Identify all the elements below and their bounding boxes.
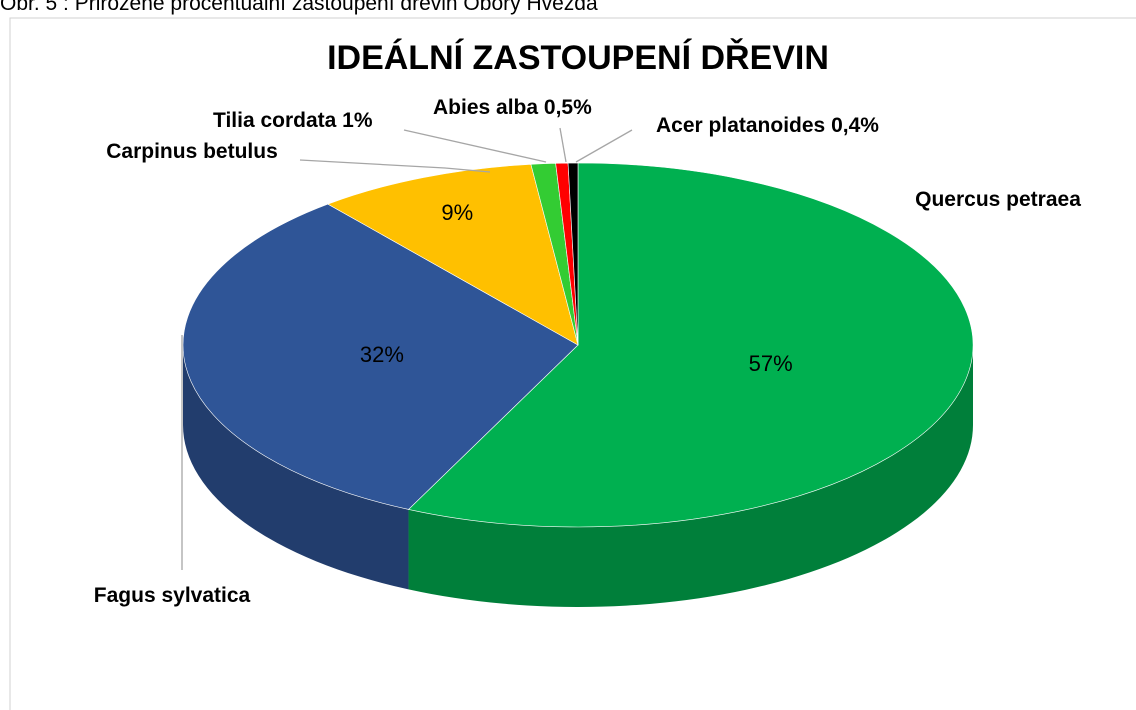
pie-slice	[182, 203, 579, 510]
category-name: Fagus sylvatica	[94, 584, 251, 607]
leader-line	[559, 127, 567, 163]
leader-line	[299, 159, 491, 173]
category-name: Carpinus betulus	[106, 140, 278, 163]
category-label: Abies alba 0,5%	[433, 96, 592, 119]
category-name: Acer platanoides	[656, 114, 825, 137]
category-label: Acer platanoides 0,4%	[656, 114, 879, 137]
leader-line	[403, 129, 547, 163]
category-name: Quercus petraea	[915, 188, 1081, 211]
chart-title: IDEÁLNÍ ZASTOUPENÍ DŘEVIN	[327, 39, 829, 77]
category-label: Fagus sylvatica	[94, 584, 251, 607]
value-label: 0,4%	[831, 114, 879, 137]
pie-slice	[407, 162, 974, 528]
category-label: Quercus petraea	[915, 188, 1081, 211]
value-label: 0,5%	[544, 96, 592, 119]
value-label: 57%	[749, 351, 793, 376]
category-name: Abies alba	[433, 96, 538, 119]
category-label: Carpinus betulus	[106, 140, 278, 163]
value-label: 9%	[441, 200, 473, 225]
pie-slice	[567, 162, 579, 346]
value-label: 32%	[360, 342, 404, 367]
pie-slice	[327, 163, 579, 346]
value-label: 1%	[342, 109, 373, 132]
category-label: Tilia cordata 1%	[213, 109, 373, 132]
caption: Obr. 5 : Přirozené procentuální zastoupe…	[0, 0, 598, 15]
pie-side	[408, 345, 973, 608]
leader-line	[575, 129, 633, 163]
category-name: Tilia cordata	[213, 109, 337, 132]
pie-side	[183, 345, 409, 590]
